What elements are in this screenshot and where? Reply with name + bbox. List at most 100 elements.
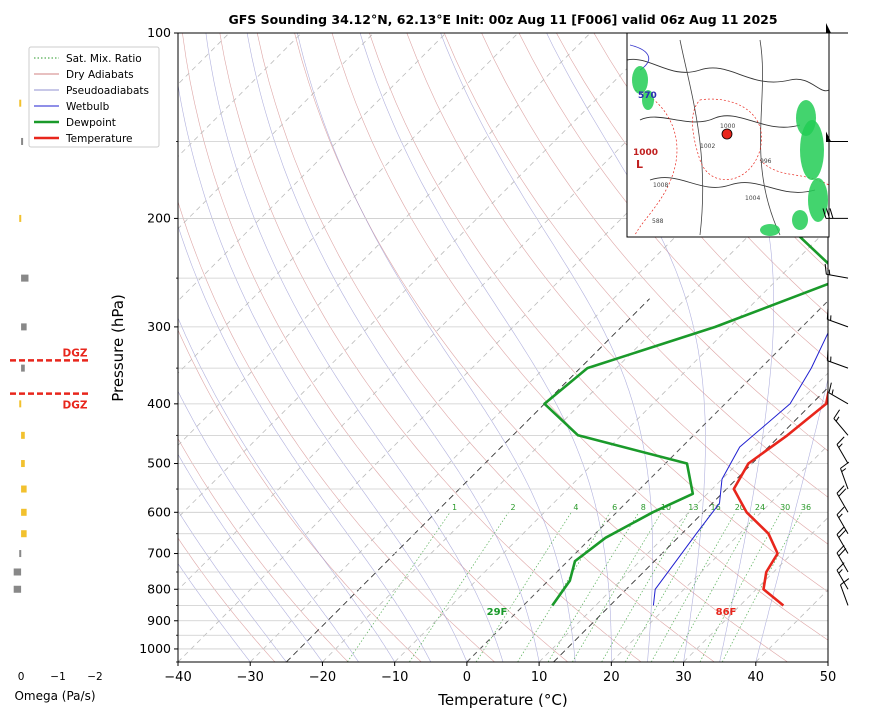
omega-bar: [19, 214, 22, 222]
pseudoadiabat: [178, 82, 468, 662]
wind-barb-shaft: [826, 273, 849, 279]
y-tick-label: 200: [147, 210, 171, 225]
mixing-ratio-label: 6: [612, 503, 617, 512]
wind-barb-shaft: [836, 514, 849, 534]
wind-barb-shaft: [827, 318, 849, 328]
wind-barb-half: [831, 389, 834, 395]
series-wetbulb: [652, 331, 828, 606]
dry-adiabat: [593, 33, 828, 315]
wind-barb-shaft: [836, 534, 849, 554]
x-axis-label: Temperature (°C): [437, 691, 567, 709]
isotherm: [178, 33, 374, 230]
main-plot-frame: [177, 32, 829, 663]
inset-precip-area: [642, 90, 654, 110]
pseudoadiabat: [546, 33, 706, 662]
isotherm: [178, 33, 591, 446]
wind-barb-half: [838, 443, 843, 448]
wind-barb-shaft: [836, 444, 849, 464]
dry-adiabat: [178, 437, 349, 662]
inset-contour: [634, 89, 678, 236]
reference-isotherm: [286, 298, 650, 662]
wind-barb: [826, 350, 849, 369]
pseudoadiabat: [178, 562, 251, 662]
isotherm: [394, 228, 828, 662]
wind-barb-shaft: [827, 360, 849, 369]
legend-label: Pseudoadiabats: [66, 85, 149, 97]
wind-barb-full: [840, 578, 850, 586]
wind-barb-full: [836, 526, 845, 535]
inset-precip-area: [808, 178, 828, 222]
omega-tick-label: −1: [50, 671, 65, 683]
wind-barb: [826, 23, 848, 34]
y-tick-label: 1000: [139, 641, 171, 656]
dry-adiabat: [556, 33, 828, 360]
wind-barb-full: [826, 208, 830, 219]
wind-barb: [833, 409, 849, 436]
wind-barb: [826, 308, 849, 328]
omega-bar: [19, 400, 22, 408]
wind-barb-shaft: [840, 468, 849, 490]
wind-barb: [826, 131, 848, 142]
dry-adiabat: [443, 33, 828, 498]
legend-box: [28, 46, 160, 148]
inset-contour-label: 1002: [700, 143, 715, 150]
wind-barb-full: [826, 308, 829, 320]
isotherm: [538, 372, 828, 662]
wind-barbs: [822, 23, 850, 606]
wind-barb-full: [838, 488, 847, 497]
pseudoadiabat: [359, 33, 612, 662]
wind-barb-full: [836, 506, 845, 516]
omega-axis-label: Omega (Pa/s): [14, 689, 95, 703]
mixing-ratio-line: [475, 512, 572, 662]
pseudoadiabat: [178, 390, 359, 662]
pseudoadiabat: [755, 377, 828, 662]
pseudoadiabat: [440, 33, 654, 662]
chart-title: GFS Sounding 34.12°N, 62.13°E Init: 00z …: [228, 12, 777, 27]
wind-barb: [836, 506, 849, 534]
mixing-ratio-line: [572, 512, 662, 662]
isotherm: [178, 33, 663, 519]
x-tick-label: 10: [531, 670, 548, 685]
inset-precip-area: [760, 224, 780, 236]
mixing-ratio-label: 16: [711, 503, 721, 512]
mixing-ratio-label: 1: [452, 503, 457, 512]
wind-barb: [822, 208, 848, 219]
dry-adiabat: [369, 33, 828, 593]
inset-contour-label: 1004: [745, 195, 760, 202]
mixing-ratio-label: 4: [573, 503, 578, 512]
mixing-ratio-label: 13: [688, 503, 698, 512]
mixing-ratio-label: 8: [641, 503, 646, 512]
wind-barb-full: [838, 529, 847, 538]
wind-barb-full: [828, 382, 832, 393]
omega-panel: 0 −1 −2 DGZ DGZ: [10, 99, 103, 683]
isotherm: [683, 516, 828, 662]
pseudoadiabat: [246, 33, 540, 662]
isotherm: [827, 661, 828, 662]
inset-contour-label: 1000: [720, 123, 735, 130]
mixing-ratio-line: [672, 512, 756, 662]
x-tick-label: −40: [164, 670, 191, 685]
y-tick-label: 600: [147, 504, 171, 519]
mixing-ratio-line: [699, 512, 782, 662]
wind-barb-half: [838, 513, 843, 519]
wind-barb-full: [822, 208, 827, 219]
inset-border-line: [679, 39, 704, 236]
wind-barb-full: [824, 263, 827, 275]
isotherm: [466, 300, 828, 662]
omega-tick-label: 0: [18, 671, 25, 683]
wind-barb-flag: [826, 131, 831, 142]
dry-adiabat: [178, 537, 276, 662]
dry-adiabat: [518, 33, 828, 406]
mixing-ratio-line: [601, 512, 690, 662]
y-tick-label: 100: [147, 25, 171, 40]
reference-isotherm: [553, 386, 828, 662]
inset-border-line: [649, 177, 816, 193]
legend-label: Temperature: [65, 133, 133, 145]
mixing-ratio-line: [347, 512, 451, 662]
legend: Sat. Mix. Ratio Dry Adiabats Pseudoadiabat…: [28, 46, 160, 148]
inset-precip-area: [632, 66, 648, 94]
omega-bar: [19, 99, 22, 107]
dry-adiabat: [406, 33, 828, 545]
